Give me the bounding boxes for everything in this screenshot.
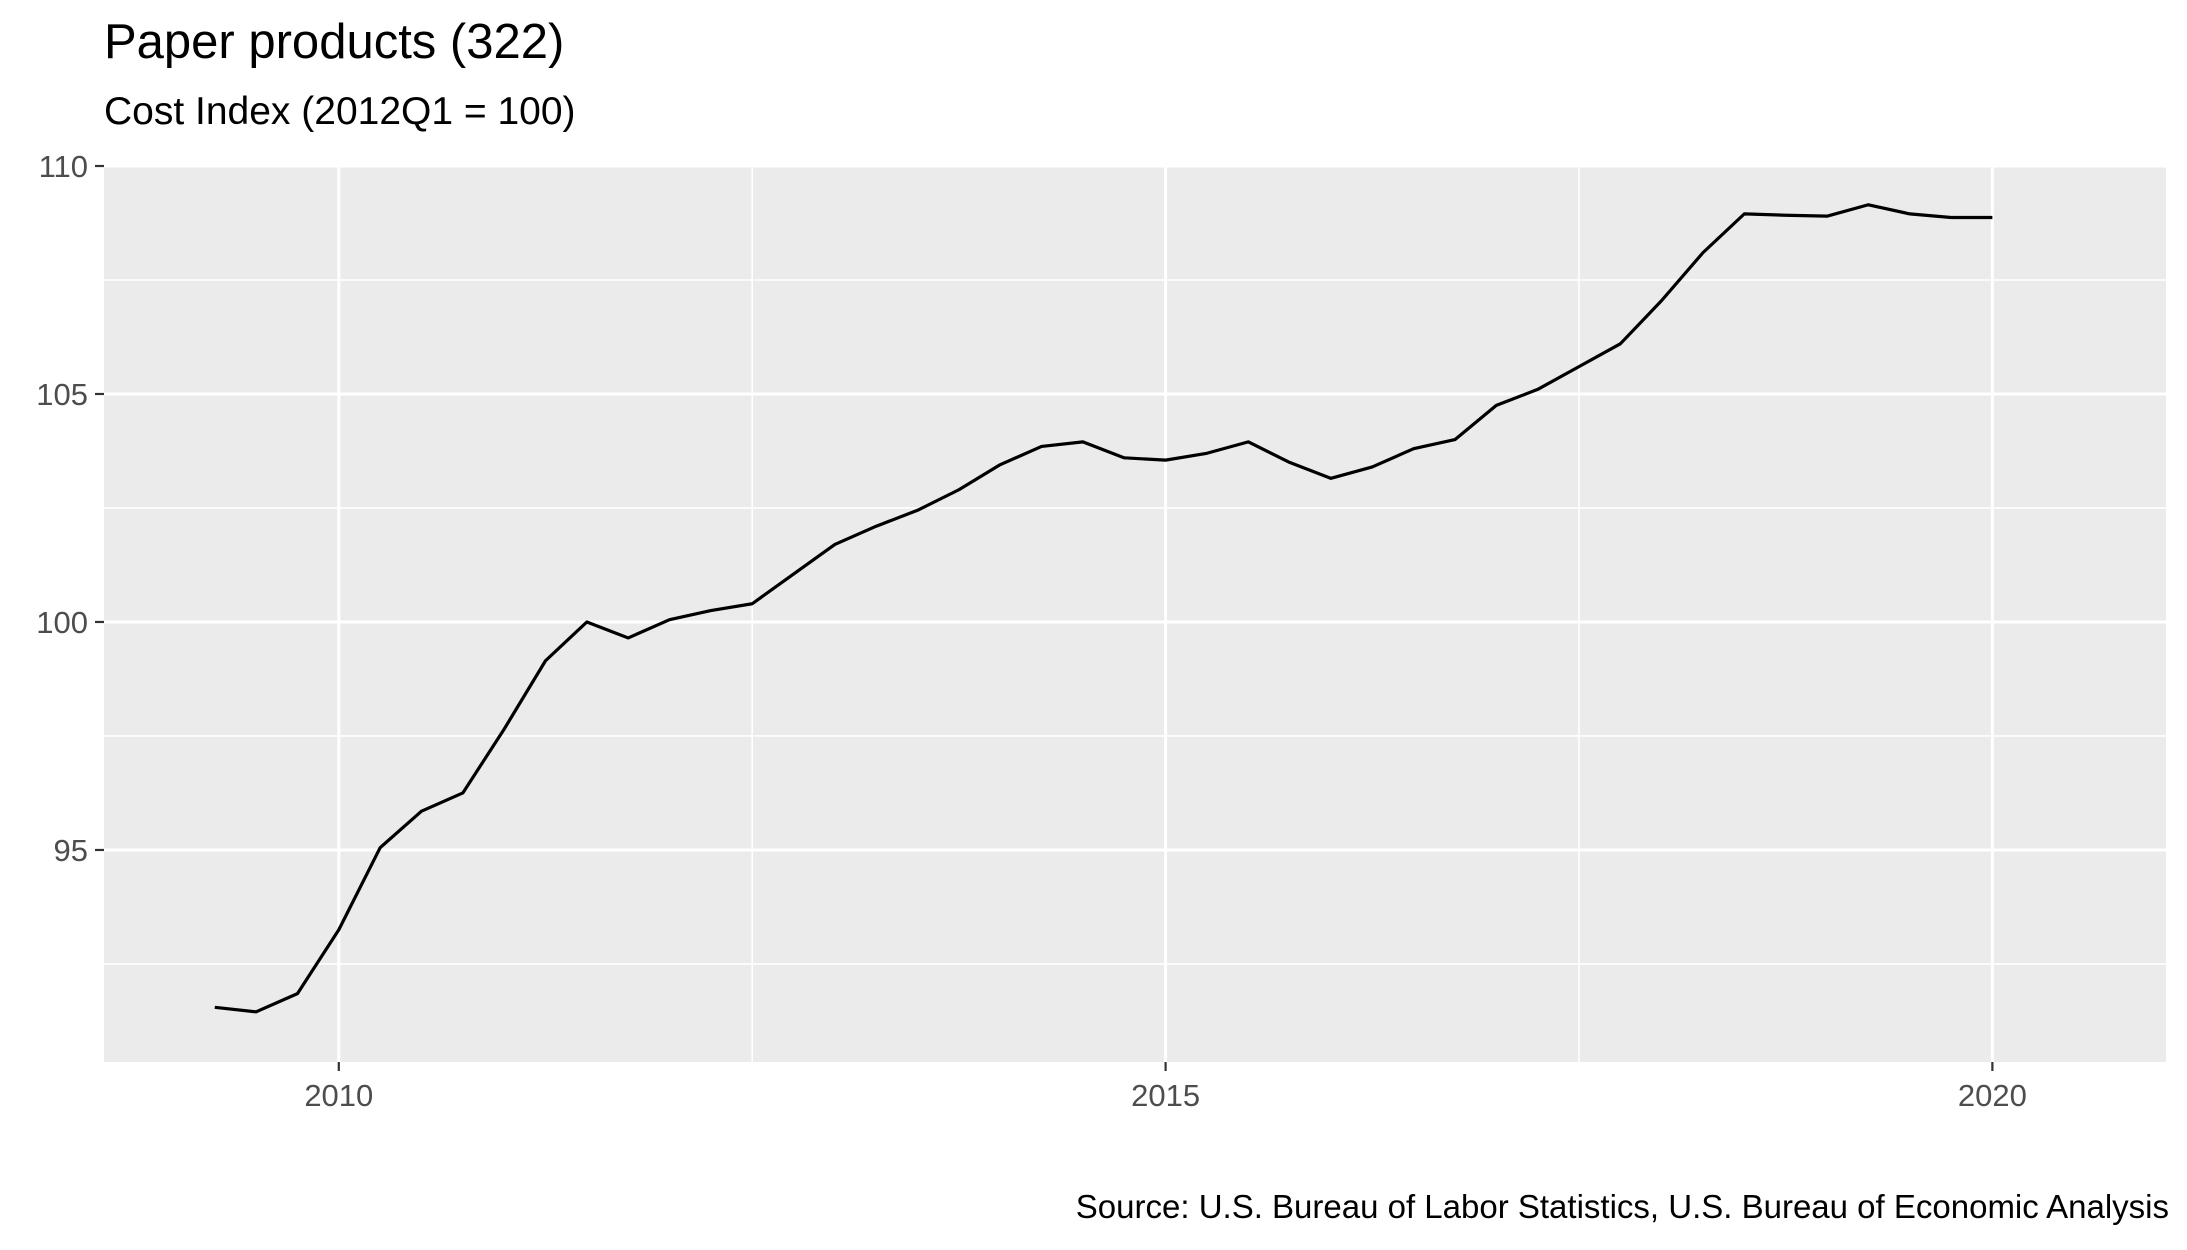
minor-gridlines-x [751, 166, 1580, 1062]
series-line [214, 203, 1993, 1014]
chart-caption: Source: U.S. Bureau of Labor Statistics,… [1075, 1188, 2169, 1225]
x-tick-label: 2020 [1958, 1078, 2027, 1113]
series-layer [214, 203, 1993, 1014]
y-tick-label: 110 [39, 149, 88, 184]
chart-title: Paper products (322) [104, 15, 565, 69]
chart-subtitle: Cost Index (2012Q1 = 100) [104, 90, 576, 133]
y-axis: 95 100 105 110 [36, 149, 104, 868]
y-tick-label: 95 [54, 833, 88, 868]
y-tick-label: 105 [36, 377, 88, 412]
minor-gridlines-y [104, 279, 2166, 965]
plot-panel [104, 166, 2166, 1062]
y-tick-label: 100 [36, 605, 88, 640]
major-gridlines-y [104, 164, 2166, 852]
x-tick-label: 2015 [1131, 1078, 1200, 1113]
x-tick-label: 2010 [304, 1078, 373, 1113]
x-axis: 2010 2015 2020 [304, 1062, 2027, 1113]
major-gridlines-x [337, 166, 1994, 1062]
